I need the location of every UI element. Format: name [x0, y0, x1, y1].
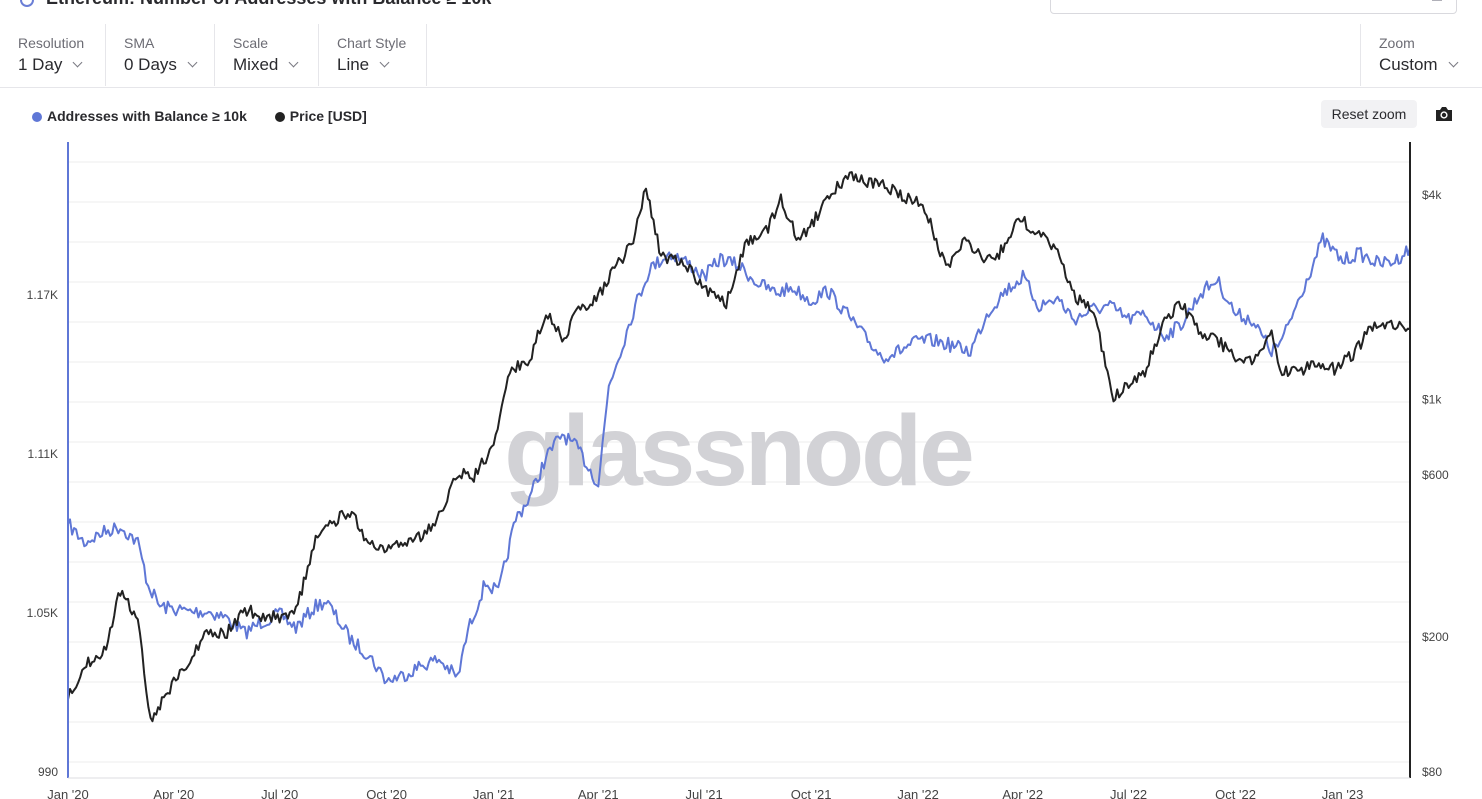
x-tick-label: Apr '20 — [153, 787, 194, 799]
chart-style-value: Line — [337, 55, 390, 75]
x-axis-ticks: Jan '20 Apr '20 Jul '20 Oct '20 Jan '21 Apr '… — [47, 787, 1363, 799]
sma-dropdown[interactable]: SMA 0 Days — [106, 24, 215, 86]
x-tick-label: Jul '21 — [686, 787, 723, 799]
legend-label: Addresses with Balance ≥ 10k — [47, 108, 247, 124]
x-tick-label: Jul '22 — [1110, 787, 1147, 799]
watermark-text: glassnode — [504, 395, 972, 507]
x-tick-label: Jan '22 — [897, 787, 939, 799]
x-tick-label: Oct '20 — [366, 787, 407, 799]
zoom-value: Custom — [1379, 55, 1459, 75]
y-right-tick-label: $1k — [1422, 392, 1442, 406]
y-left-tick-label: 1.17K — [27, 288, 58, 302]
sma-value: 0 Days — [124, 55, 198, 75]
legend-dot-icon — [274, 112, 285, 122]
y-left-tick-label: 990 — [38, 765, 58, 779]
x-tick-label: Oct '21 — [791, 787, 832, 799]
page-title: Ethereum: Number of Addresses with Balan… — [46, 0, 491, 9]
search-input[interactable] — [1050, 0, 1457, 14]
legend-item-addresses[interactable]: Addresses with Balance ≥ 10k — [32, 108, 247, 124]
scale-value: Mixed — [233, 55, 299, 75]
y-left-tick-label: 1.05K — [27, 606, 58, 620]
chart-title-bar: Ethereum: Number of Addresses with Balan… — [0, 0, 1482, 25]
zoom-dropdown[interactable]: Zoom Custom — [1360, 24, 1470, 86]
y-right-tick-label: $4k — [1422, 188, 1442, 202]
resolution-label: Resolution — [18, 35, 85, 51]
y-left-tick-label: 1.11K — [28, 447, 58, 461]
resolution-dropdown[interactable]: Resolution 1 Day — [0, 24, 106, 86]
series-group — [67, 171, 1411, 723]
legend-item-price[interactable]: Price [USD] — [274, 108, 367, 124]
legend-dot-icon — [32, 112, 42, 122]
zoom-label: Zoom — [1379, 35, 1415, 51]
chart-style-dropdown[interactable]: Chart Style Line — [319, 24, 427, 86]
y-right-tick-label: $600 — [1422, 468, 1449, 482]
asset-icon — [20, 0, 34, 7]
scale-dropdown[interactable]: Scale Mixed — [215, 24, 319, 86]
x-tick-label: Oct '22 — [1215, 787, 1256, 799]
resolution-value: 1 Day — [18, 55, 83, 75]
grid-lines — [68, 161, 1410, 763]
sma-label: SMA — [124, 35, 155, 51]
legend-label: Price [USD] — [289, 108, 367, 124]
y-right-tick-label: $80 — [1422, 765, 1442, 779]
y-axis-left-ticks: 990 1.05K 1.11K 1.17K — [27, 288, 59, 779]
x-tick-label: Jan '21 — [473, 787, 515, 799]
scale-label: Scale — [233, 35, 269, 51]
x-tick-label: Apr '21 — [578, 787, 619, 799]
reset-zoom-button[interactable]: Reset zoom — [1321, 100, 1417, 128]
chart-controls: Resolution 1 Day SMA 0 Days Scale Mixed … — [0, 24, 1482, 88]
series-line-price — [67, 171, 1411, 723]
x-tick-label: Apr '22 — [1002, 787, 1043, 799]
chart-legend: Addresses with Balance ≥ 10k Price [USD] — [32, 108, 391, 128]
axes-group — [67, 142, 1411, 779]
x-tick-label: Jan '20 — [47, 787, 89, 799]
x-tick-label: Jul '20 — [261, 787, 298, 799]
chart-style-label: Chart Style — [337, 35, 407, 51]
camera-icon[interactable] — [1434, 104, 1454, 124]
x-tick-label: Jan '23 — [1322, 787, 1364, 799]
y-right-tick-label: $200 — [1422, 630, 1449, 644]
y-axis-right-ticks: $80 $200 $600 $1k $4k — [1422, 188, 1449, 779]
